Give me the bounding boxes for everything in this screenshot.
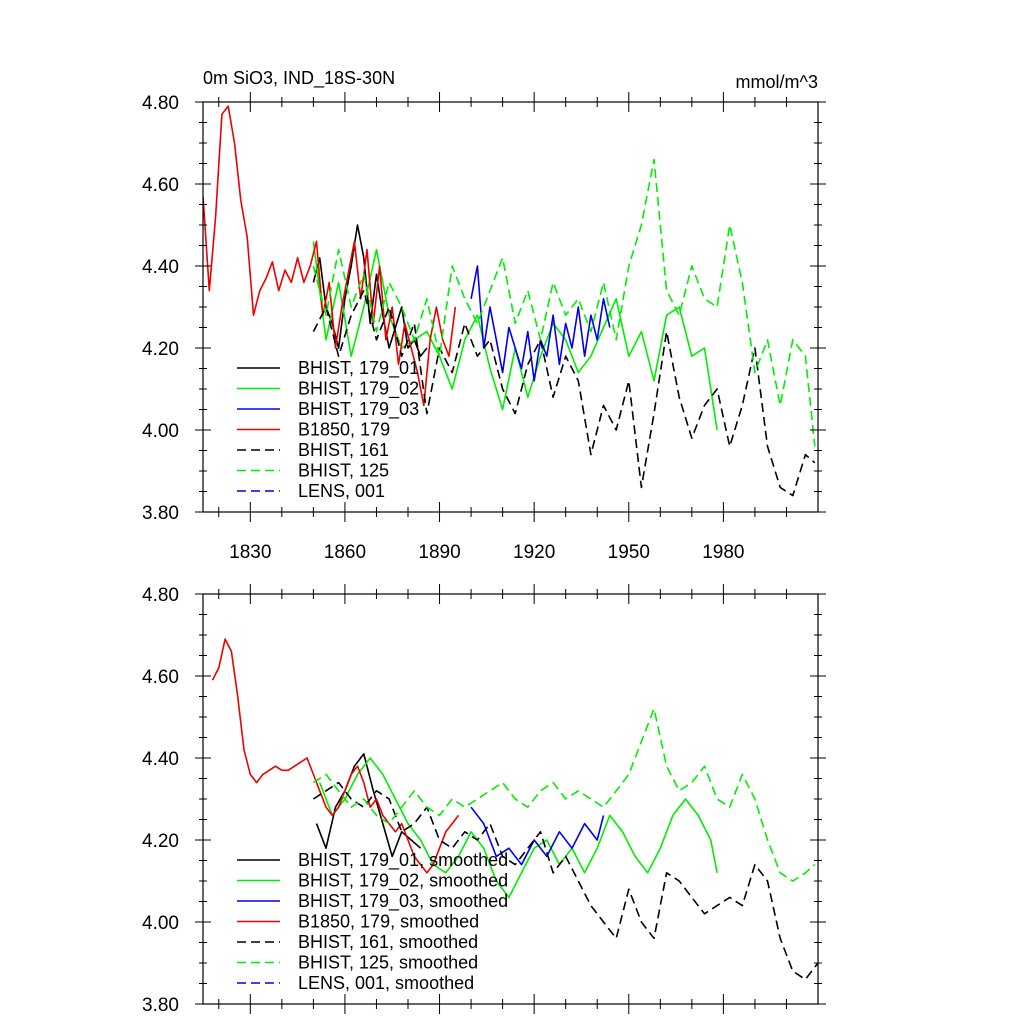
y-tick-label: 4.60 (142, 667, 179, 688)
x-tick-label: 1860 (324, 542, 366, 563)
top-plot-area: 3.80 4.00 4.20 4.40 4.60 4.80 1830 1860 1890 1920… (142, 92, 826, 563)
bottom-panel: 3.80 4.00 4.20 4.40 4.60 4.80 BHIST, 179_01, … (142, 584, 826, 1016)
y-tick-label: 4.40 (142, 749, 179, 770)
x-tick-label: 1890 (418, 542, 460, 563)
series-line-3 (470, 806, 605, 866)
series-line-1 (315, 753, 422, 858)
y-tick-label: 4.20 (142, 339, 179, 360)
series-line-3 (470, 265, 611, 382)
y-tick-label: 4.00 (142, 421, 179, 442)
series-line-2 (318, 757, 718, 899)
series-line-6 (312, 158, 816, 447)
legend-label: BHIST, 179_02 (298, 379, 419, 400)
legend-label: BHIST, 125, smoothed (298, 953, 478, 973)
units-label: mmol/m^3 (736, 72, 818, 92)
x-tick-label: 1830 (229, 542, 271, 563)
legend-label: LENS, 001, smoothed (298, 973, 474, 993)
plot-frame (202, 101, 819, 513)
legend-label: B1850, 179, smoothed (298, 912, 479, 932)
top-panel: 0m SiO3, IND_18S-30N mmol/m^3 3.80 4.00 4.… (142, 68, 826, 563)
y-tick-label: 4.60 (142, 175, 179, 196)
legend-label: BHIST, 179_02, smoothed (298, 871, 508, 892)
y-tick-label: 3.80 (142, 995, 179, 1016)
legend-label: BHIST, 161 (298, 440, 389, 460)
series-line-6 (312, 707, 816, 882)
x-tick-label: 1980 (702, 542, 744, 563)
legend-label: BHIST, 179_01 (298, 358, 419, 379)
legend-label: BHIST, 179_03 (298, 399, 419, 420)
y-tick-label: 4.80 (142, 585, 179, 606)
legend-label: LENS, 001 (298, 481, 385, 501)
series-line-5 (312, 781, 818, 981)
x-tick-label: 1920 (513, 542, 555, 563)
series-line-1 (312, 224, 428, 358)
y-tick-label: 4.00 (142, 913, 179, 934)
x-tick-label: 1950 (608, 542, 650, 563)
series-line-4 (211, 638, 460, 874)
legend-label: BHIST, 179_03, smoothed (298, 891, 508, 912)
panel-title: 0m SiO3, IND_18S-30N (203, 68, 395, 89)
y-tick-label: 3.80 (142, 503, 179, 524)
bottom-plot-area: 3.80 4.00 4.20 4.40 4.60 4.80 (142, 584, 826, 1016)
plot-frame (202, 593, 819, 1005)
series-line-4 (203, 105, 457, 407)
y-tick-label: 4.40 (142, 257, 179, 278)
legend-label: BHIST, 161, smoothed (298, 932, 478, 952)
legend-label: B1850, 179 (298, 420, 390, 440)
series-line-5 (312, 289, 816, 497)
legend-label: BHIST, 125 (298, 461, 389, 481)
y-tick-label: 4.80 (142, 93, 179, 114)
y-tick-label: 4.20 (142, 831, 179, 852)
legend-label: BHIST, 179_01, smoothed (298, 850, 508, 871)
